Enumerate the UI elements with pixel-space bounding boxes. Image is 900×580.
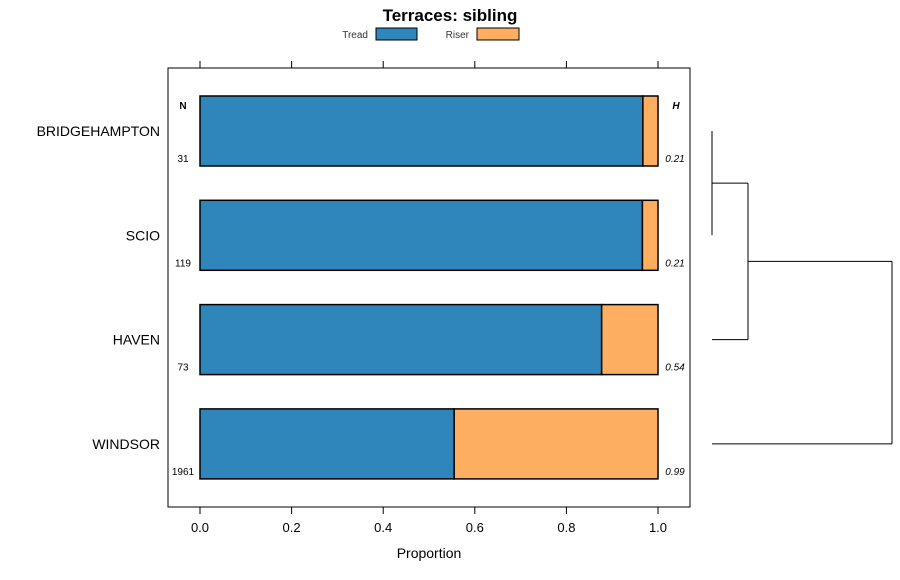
category-label: BRIDGEHAMPTON (37, 123, 160, 139)
h-value: 0.21 (665, 154, 684, 165)
bar-windsor-tread (199, 408, 455, 480)
h-value: 0.54 (665, 363, 685, 374)
x-tick-label: 0.8 (557, 520, 575, 535)
h-value: 0.99 (665, 467, 685, 478)
n-value: 1961 (172, 467, 195, 478)
dendrogram (711, 131, 893, 445)
n-value: 119 (175, 258, 191, 269)
x-tick-label: 0.0 (191, 520, 209, 535)
bars (199, 95, 659, 480)
bar-windsor-riser (453, 408, 659, 480)
x-tick-label: 0.4 (374, 520, 392, 535)
h-column-header: H (672, 101, 680, 112)
bar-bridgehampton-tread (199, 95, 644, 167)
category-label: HAVEN (113, 332, 160, 348)
x-tick-label: 1.0 (649, 520, 667, 535)
x-tick-label: 0.2 (283, 520, 301, 535)
legend-label-riser: Riser (446, 30, 470, 41)
x-axis: 0.0 0.2 0.4 0.6 0.8 1.0 (191, 61, 667, 535)
legend-label-tread: Tread (342, 30, 368, 41)
bar-haven-tread (199, 303, 603, 376)
x-axis-title: Proportion (397, 545, 462, 561)
row-labels: BRIDGEHAMPTON 31 0.21 SCIO 119 0.21 HAVEN 73 0.5… (37, 123, 686, 478)
category-label: SCIO (126, 227, 160, 243)
plot-panel (167, 67, 691, 508)
bar-bridgehampton-riser (642, 95, 659, 167)
legend-swatch-tread (375, 27, 418, 41)
bar-scio-riser (641, 199, 659, 272)
bar-haven-riser (600, 303, 659, 376)
legend-swatch-riser (476, 27, 520, 41)
legend: Tread Riser (342, 27, 520, 41)
n-value: 73 (177, 363, 189, 374)
h-value: 0.21 (665, 258, 684, 269)
chart-title: Terraces: sibling (383, 6, 518, 25)
category-label: WINDSOR (92, 436, 160, 452)
bar-scio-tread (199, 199, 644, 272)
n-column-header: N (179, 101, 186, 112)
n-value: 31 (177, 154, 189, 165)
x-tick-label: 0.6 (466, 520, 484, 535)
